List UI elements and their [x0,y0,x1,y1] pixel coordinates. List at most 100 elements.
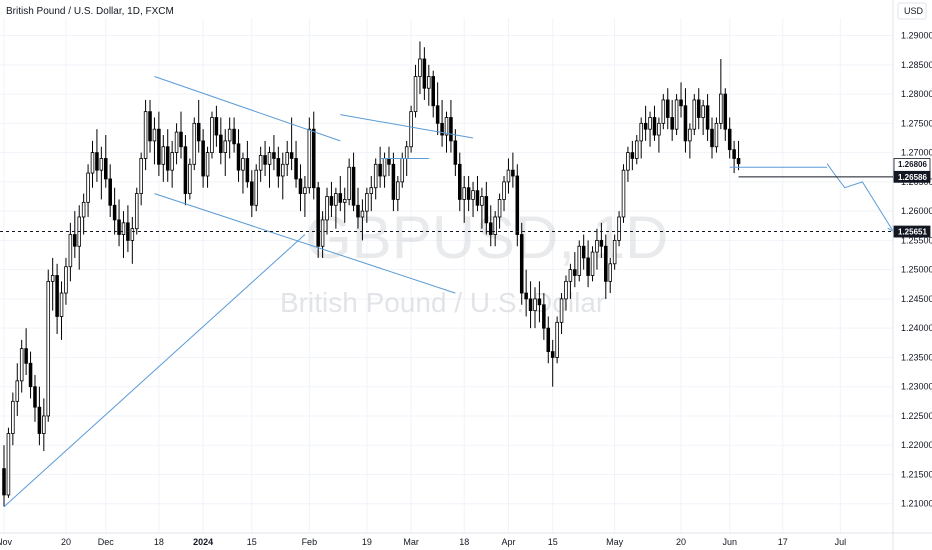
candle [139,152,143,206]
candle [183,135,188,206]
x-tick-label: Mar [403,537,419,547]
y-tick-label: 1.22000 [901,440,932,450]
candle-body-down [475,190,480,206]
candle-body-up [42,415,46,434]
projection-arrow[interactable] [826,163,893,232]
candle-body-down [250,181,254,206]
candle-body-up [161,146,166,165]
candle-body-down [727,128,732,151]
candle [533,287,537,329]
candle-body-down [484,196,489,224]
candle [674,94,679,136]
candle [174,123,179,165]
candle-body-down [643,122,648,130]
candle-body-up [241,158,245,171]
candle-body-up [50,275,55,282]
trend-drawings[interactable] [3,76,893,508]
candle [701,99,705,136]
candle [42,398,46,452]
candle-body-up [471,190,475,200]
candle-body-down [537,298,542,306]
candle-body-up [427,76,431,89]
candle-body-up [11,400,15,434]
candle [435,82,440,136]
candle-body-up [303,187,307,194]
candle [232,117,236,153]
candle-body-down [245,158,250,183]
upper-channel-line-2[interactable] [340,114,474,139]
currency-label[interactable]: USD [904,6,924,16]
candle-body-down [515,175,520,235]
candle [378,146,382,188]
candle-body-down [705,105,710,130]
candle [33,374,37,422]
candle-body-down [108,178,112,206]
candle [298,164,303,212]
candle-body-up [404,146,409,159]
candle-body-down [519,234,524,294]
candle-body-down [604,245,608,282]
candle [250,170,254,217]
candle [50,257,55,311]
candle-body-down [550,351,555,358]
candle-body-down [272,152,276,159]
candle [130,216,135,264]
y-tick-label: 1.27000 [901,148,932,158]
candle-body-up [130,228,135,241]
candle-body-down [24,348,28,364]
candle [236,129,241,182]
rising-trendline[interactable] [3,234,306,508]
candle-body-up [334,193,338,206]
x-tick-label: 15 [247,537,257,547]
candle [453,129,458,177]
price-tag: 1.26586 [893,170,931,183]
candle [573,252,577,288]
candle-body-up [6,433,11,496]
price-tag-label: 1.26806 [898,160,927,169]
lower-channel-line[interactable] [154,193,456,294]
x-tick-label: 15 [548,537,558,547]
candle [64,257,68,305]
candle-body-down [179,131,183,148]
candle-body-down [356,204,360,218]
candle [223,129,228,177]
candle [665,88,670,130]
candle [643,105,648,141]
candle-body-down [736,158,741,165]
candle-body-up [59,292,64,317]
candle [648,111,652,147]
candle [581,234,586,270]
candle-body-up [81,201,86,218]
candle [95,129,99,182]
price-tag: 1.25651 [893,225,931,238]
currency-button[interactable] [897,2,927,20]
candle-body-down [201,140,205,177]
candle [311,111,316,200]
candle-body-down [276,158,281,177]
candle [77,205,81,270]
candle-body-up [121,222,126,235]
y-tick-label: 1.23500 [901,352,932,362]
candle [696,88,701,130]
candle [360,199,365,241]
candle-body-up [99,158,104,171]
candle [497,193,502,229]
candle-body-down [351,166,356,206]
candle [143,99,148,171]
candle-body-up [139,158,143,194]
candle-body-down [95,152,99,171]
candle [683,88,688,153]
upper-channel-line[interactable] [154,76,341,142]
candle [2,445,6,507]
candle [705,94,710,141]
candle-body-up [285,152,289,165]
candle-body-up [258,155,263,171]
candle-body-up [612,239,617,265]
x-tick-label: 18 [154,537,164,547]
candle [422,47,427,100]
candle-body-up [396,181,400,200]
candle [161,135,166,182]
candle-body-up [701,105,705,118]
